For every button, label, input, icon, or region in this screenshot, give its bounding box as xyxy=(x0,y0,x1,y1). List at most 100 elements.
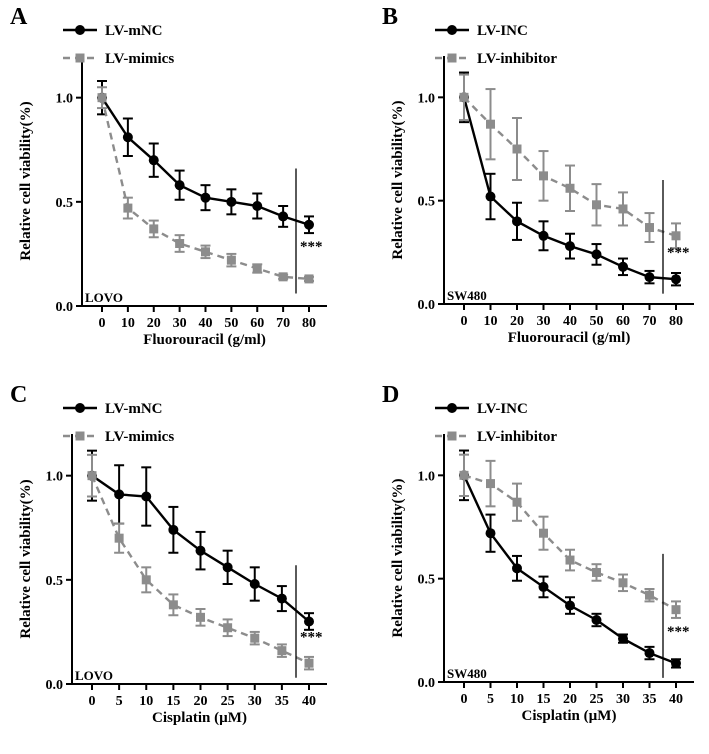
x-tick-label: 0 xyxy=(89,694,96,709)
y-tick-label: 0.5 xyxy=(56,196,74,211)
data-point xyxy=(512,144,522,154)
y-axis-title: Relative cell viability(%) xyxy=(18,479,34,638)
x-axis-title: Cisplatin (µM) xyxy=(522,708,617,724)
legend-marker xyxy=(447,431,457,441)
data-point xyxy=(277,646,287,656)
data-point xyxy=(565,600,575,611)
legend-marker xyxy=(75,25,85,35)
data-point xyxy=(223,623,233,633)
data-point xyxy=(618,204,628,214)
x-tick-label: 15 xyxy=(537,692,551,707)
y-tick-label: 1.0 xyxy=(46,470,64,485)
data-point xyxy=(618,633,628,644)
data-point xyxy=(539,171,548,181)
panel-letter: B xyxy=(382,4,398,30)
data-point xyxy=(195,545,206,556)
data-point xyxy=(222,562,233,573)
series-lv-inhibitor xyxy=(459,73,681,250)
x-axis-title: Fluorouracil (g/ml) xyxy=(508,330,631,346)
data-point xyxy=(485,528,496,539)
data-point xyxy=(304,658,314,668)
legend-label: LV-mimics xyxy=(105,429,174,445)
data-point xyxy=(141,575,151,585)
series-line xyxy=(463,474,677,611)
data-point xyxy=(252,264,262,273)
legend-marker xyxy=(447,25,457,35)
data-point xyxy=(276,593,287,604)
data-point xyxy=(671,274,681,285)
data-point xyxy=(141,491,152,502)
x-tick-label: 0 xyxy=(461,314,468,329)
data-point xyxy=(201,247,210,257)
x-tick-label: 70 xyxy=(276,316,290,331)
y-tick-label: 0.5 xyxy=(418,573,436,588)
x-axis-title: Cisplatin (µM) xyxy=(152,710,247,726)
data-point xyxy=(174,180,185,191)
x-tick-label: 10 xyxy=(510,692,524,707)
x-tick-label: 35 xyxy=(275,694,289,709)
data-point xyxy=(87,471,97,481)
data-point xyxy=(148,155,159,166)
data-point xyxy=(249,579,260,589)
data-point xyxy=(304,274,314,284)
significance-label: *** xyxy=(300,239,323,255)
data-point xyxy=(645,223,654,233)
data-point xyxy=(538,581,549,592)
data-point xyxy=(278,272,288,282)
x-tick-label: 10 xyxy=(484,314,498,329)
x-tick-label: 60 xyxy=(616,314,630,329)
data-point xyxy=(114,489,125,500)
data-point xyxy=(591,249,602,260)
x-tick-label: 20 xyxy=(194,694,208,709)
data-point xyxy=(168,524,179,535)
series-lv-mimics xyxy=(97,86,314,284)
data-point xyxy=(591,615,602,625)
x-tick-label: 40 xyxy=(199,316,213,331)
data-point xyxy=(123,203,133,213)
data-point xyxy=(565,241,575,252)
panel-c: C 0.0 0.5 1.0 0 5 10 15 20 25 30 35 40 Cisplatin (µM)… xyxy=(10,382,327,726)
x-tick-label: 40 xyxy=(669,692,683,707)
x-tick-label: 15 xyxy=(166,694,180,709)
x-tick-label: 20 xyxy=(563,692,577,707)
data-point xyxy=(304,616,314,627)
y-tick-label: 0.0 xyxy=(418,298,436,313)
significance-label: *** xyxy=(667,245,690,261)
y-tick-label: 0.0 xyxy=(56,300,74,315)
data-point xyxy=(671,231,681,241)
legend-label: LV-INC xyxy=(477,23,528,39)
x-tick-label: 0 xyxy=(461,692,468,707)
series-lv-mimics xyxy=(87,453,314,671)
cell-line-label: SW480 xyxy=(447,288,487,303)
y-tick-label: 0.0 xyxy=(418,676,436,691)
x-tick-label: 30 xyxy=(248,694,262,709)
panel-b: B 0.0 0.5 1.0 0 10 20 30 40 50 60 70 80 Fluorouracil … xyxy=(382,4,694,346)
y-tick-label: 1.0 xyxy=(418,91,436,106)
x-tick-label: 20 xyxy=(147,316,161,331)
x-tick-label: 35 xyxy=(643,692,657,707)
y-axis-title: Relative cell viability(%) xyxy=(18,101,34,260)
legend-label: LV-inhibitor xyxy=(477,51,557,67)
y-tick-label: 1.0 xyxy=(418,469,436,484)
data-point xyxy=(485,191,496,202)
data-point xyxy=(539,528,548,538)
data-point xyxy=(565,183,575,193)
x-tick-label: 80 xyxy=(302,316,316,331)
series-line xyxy=(463,96,677,237)
series-lv-inc xyxy=(459,71,681,287)
data-point xyxy=(618,578,628,588)
data-point xyxy=(200,192,211,203)
panel-letter: D xyxy=(382,382,399,408)
data-point xyxy=(645,590,654,600)
legend-marker xyxy=(75,53,85,63)
series-line xyxy=(100,97,310,281)
x-tick-label: 25 xyxy=(590,692,604,707)
series-lv-inhibitor xyxy=(459,453,681,619)
data-point xyxy=(486,119,495,129)
panel-d: D 0.0 0.5 1.0 0 5 10 15 20 25 30 35 40 Cisplatin (µM)… xyxy=(382,382,694,724)
data-point xyxy=(226,255,236,265)
significance-label: *** xyxy=(667,624,690,640)
y-tick-label: 0.5 xyxy=(418,195,436,210)
panel-a: A 0.0 0.5 1.0 0 10 20 30 40 50 60 70 80 Fluorouracil … xyxy=(10,4,327,348)
